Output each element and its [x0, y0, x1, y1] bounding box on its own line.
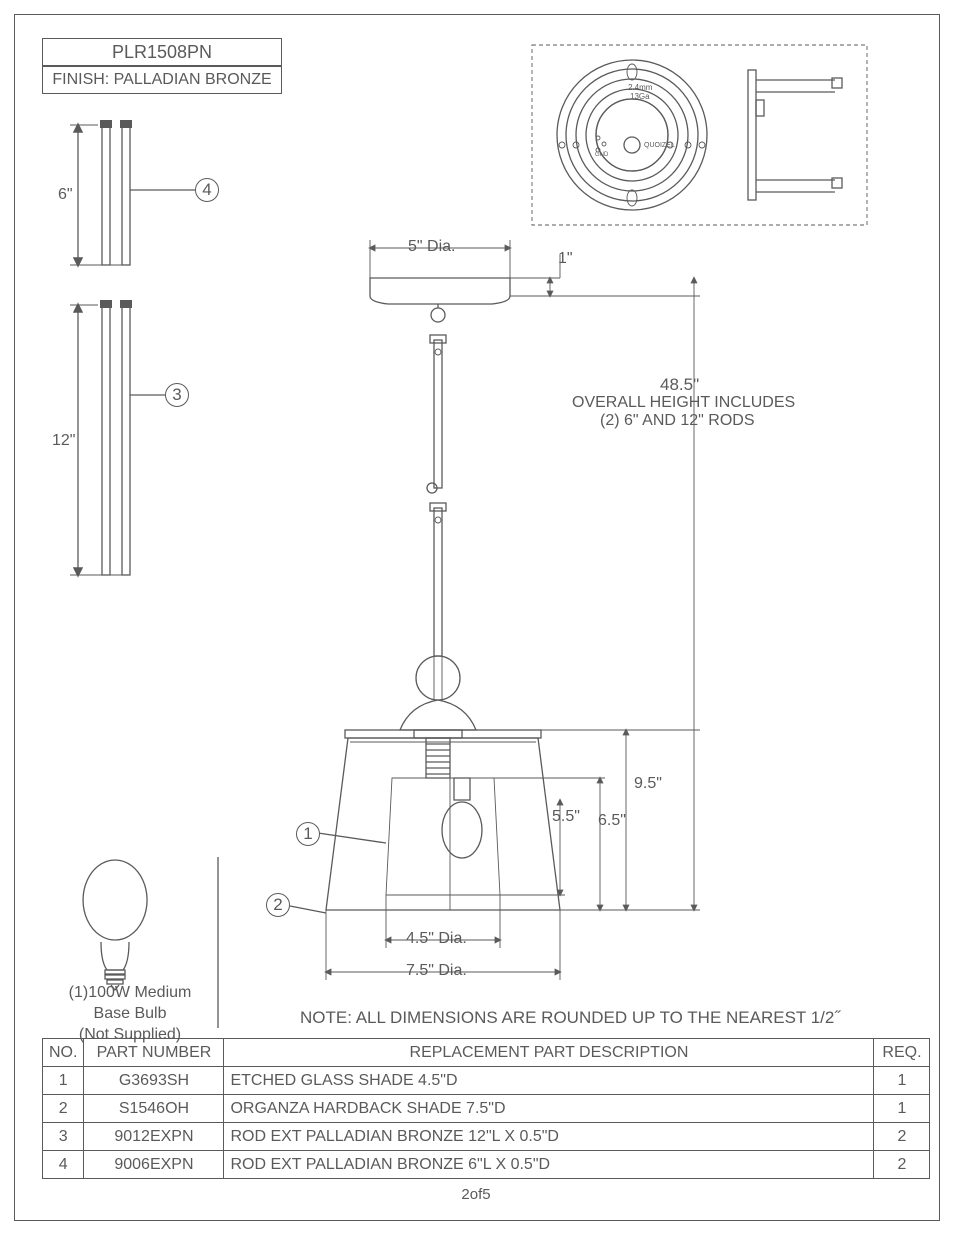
table-row: 3 9012EXPN ROD EXT PALLADIAN BRONZE 12"L…: [43, 1123, 930, 1151]
callout-2: 2: [266, 893, 290, 917]
table-row: 1 G3693SH ETCHED GLASS SHADE 4.5"D 1: [43, 1067, 930, 1095]
callout-3-num: 3: [172, 385, 181, 405]
dim-bot1: 4.5" Dia.: [406, 930, 467, 948]
rounding-note: NOTE: ALL DIMENSIONS ARE ROUNDED UP TO T…: [230, 1008, 910, 1028]
callout-3: 3: [165, 383, 189, 407]
cell-desc: ROD EXT PALLADIAN BRONZE 12"L X 0.5"D: [224, 1123, 874, 1151]
cell-pn: G3693SH: [84, 1067, 224, 1095]
hdr-req: REQ.: [874, 1039, 930, 1067]
plate-gnd: GND: [595, 152, 608, 158]
dim-overall-h: 48.5": [660, 375, 699, 395]
bulb-l2: Base Bulb: [94, 1005, 167, 1022]
dim-inner2: 6.5": [598, 812, 626, 830]
cell-pn: 9006EXPN: [84, 1151, 224, 1179]
callout-4-num: 4: [202, 180, 211, 200]
callout-1: 1: [296, 822, 320, 846]
hdr-no: NO.: [43, 1039, 84, 1067]
callout-4: 4: [195, 178, 219, 202]
table-header-row: NO. PART NUMBER REPLACEMENT PART DESCRIP…: [43, 1039, 930, 1067]
dim-rod12: 12": [52, 432, 75, 450]
dim-inner1: 5.5": [552, 808, 580, 826]
cell-req: 1: [874, 1095, 930, 1123]
dim-canopy-h: 1": [558, 250, 573, 268]
cell-req: 2: [874, 1151, 930, 1179]
plate-gauge: 13Ga: [630, 92, 650, 101]
cell-req: 2: [874, 1123, 930, 1151]
parts-table: NO. PART NUMBER REPLACEMENT PART DESCRIP…: [42, 1038, 930, 1179]
model-text: PLR1508PN: [112, 42, 212, 63]
bulb-caption: (1)100W Medium Base Bulb (Not Supplied): [50, 983, 210, 1045]
dim-canopy-dia: 5" Dia.: [408, 238, 455, 256]
model-box: PLR1508PN: [42, 38, 282, 66]
callout-2-num: 2: [273, 895, 282, 915]
dim-rod6: 6": [58, 186, 73, 204]
finish-text: FINISH: PALLADIAN BRONZE: [52, 71, 271, 89]
hdr-pn: PART NUMBER: [84, 1039, 224, 1067]
bulb-l1: (1)100W Medium: [69, 984, 192, 1001]
cell-pn: 9012EXPN: [84, 1123, 224, 1151]
cell-desc: ROD EXT PALLADIAN BRONZE 6"L X 0.5"D: [224, 1151, 874, 1179]
cell-no: 1: [43, 1067, 84, 1095]
plate-wire: 2.4mm: [628, 83, 652, 92]
dim-bot2: 7.5" Dia.: [406, 962, 467, 980]
cell-no: 4: [43, 1151, 84, 1179]
cell-no: 2: [43, 1095, 84, 1123]
cell-desc: ETCHED GLASS SHADE 4.5"D: [224, 1067, 874, 1095]
table-row: 4 9006EXPN ROD EXT PALLADIAN BRONZE 6"L …: [43, 1151, 930, 1179]
cell-no: 3: [43, 1123, 84, 1151]
finish-box: FINISH: PALLADIAN BRONZE: [42, 66, 282, 94]
table-row: 2 S1546OH ORGANZA HARDBACK SHADE 7.5"D 1: [43, 1095, 930, 1123]
callout-1-num: 1: [303, 824, 312, 844]
cell-pn: S1546OH: [84, 1095, 224, 1123]
page-number: 2of5: [452, 1186, 500, 1203]
cell-req: 1: [874, 1067, 930, 1095]
dim-overall-l1: OVERALL HEIGHT INCLUDES: [572, 394, 795, 412]
cell-desc: ORGANZA HARDBACK SHADE 7.5"D: [224, 1095, 874, 1123]
hdr-desc: REPLACEMENT PART DESCRIPTION: [224, 1039, 874, 1067]
dim-overall-l2: (2) 6" AND 12" RODS: [600, 412, 755, 430]
plate-brand: QUOIZEL: [644, 142, 675, 149]
dim-shade-h: 9.5": [634, 775, 662, 793]
